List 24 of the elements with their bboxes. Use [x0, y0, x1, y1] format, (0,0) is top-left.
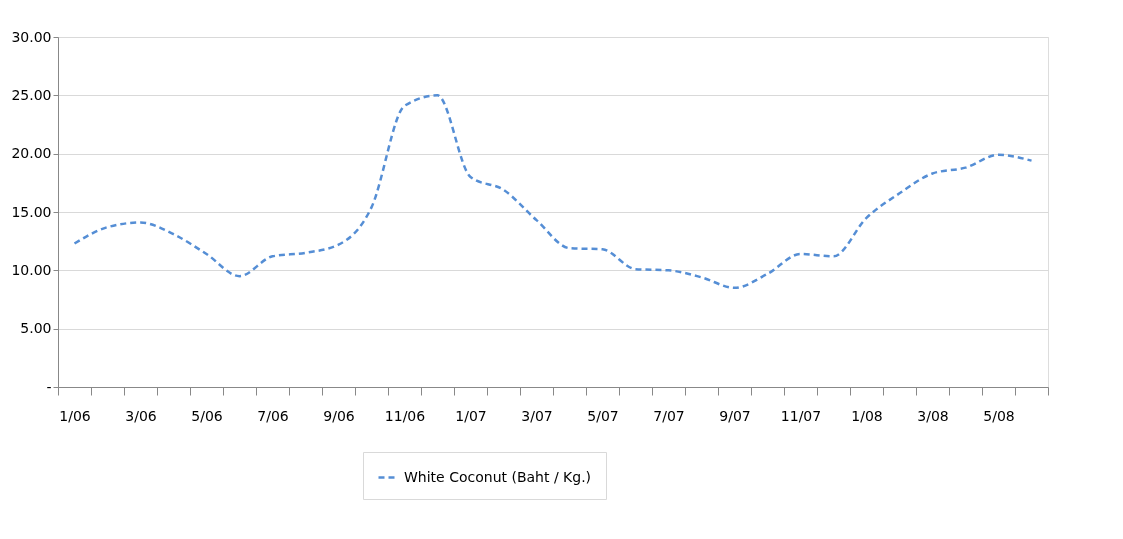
x-tick-label: 3/06: [125, 407, 157, 424]
x-tick-label: 5/08: [983, 407, 1015, 424]
x-tick-label: 1/08: [851, 407, 883, 424]
x-tick-label: 5/06: [191, 407, 223, 424]
y-tick-label: -: [46, 378, 52, 395]
y-tick-label: 20.00: [11, 145, 52, 162]
x-tick-label: 5/07: [587, 407, 619, 424]
x-tick-label: 9/07: [719, 407, 751, 424]
y-tick-label: 25.00: [11, 86, 52, 103]
x-tick-label: 3/07: [521, 407, 553, 424]
x-tick-label: 1/07: [455, 407, 487, 424]
x-tick-label: 1/06: [59, 407, 91, 424]
x-tick-label: 11/06: [384, 407, 426, 424]
x-tick-label: 7/07: [653, 407, 685, 424]
y-tick-label: 5.00: [20, 320, 52, 337]
line-series: [73, 94, 1033, 290]
y-tick-label: 30.00: [11, 28, 52, 45]
y-tick-label: 10.00: [11, 261, 52, 278]
legend-label: White Coconut (Baht / Kg.): [404, 468, 592, 485]
y-tick-label: 15.00: [11, 203, 52, 220]
x-tick-label: 11/07: [780, 407, 822, 424]
x-tick-label: 3/08: [917, 407, 949, 424]
x-tick-label: 7/06: [257, 407, 289, 424]
x-tick-label: 9/06: [323, 407, 355, 424]
